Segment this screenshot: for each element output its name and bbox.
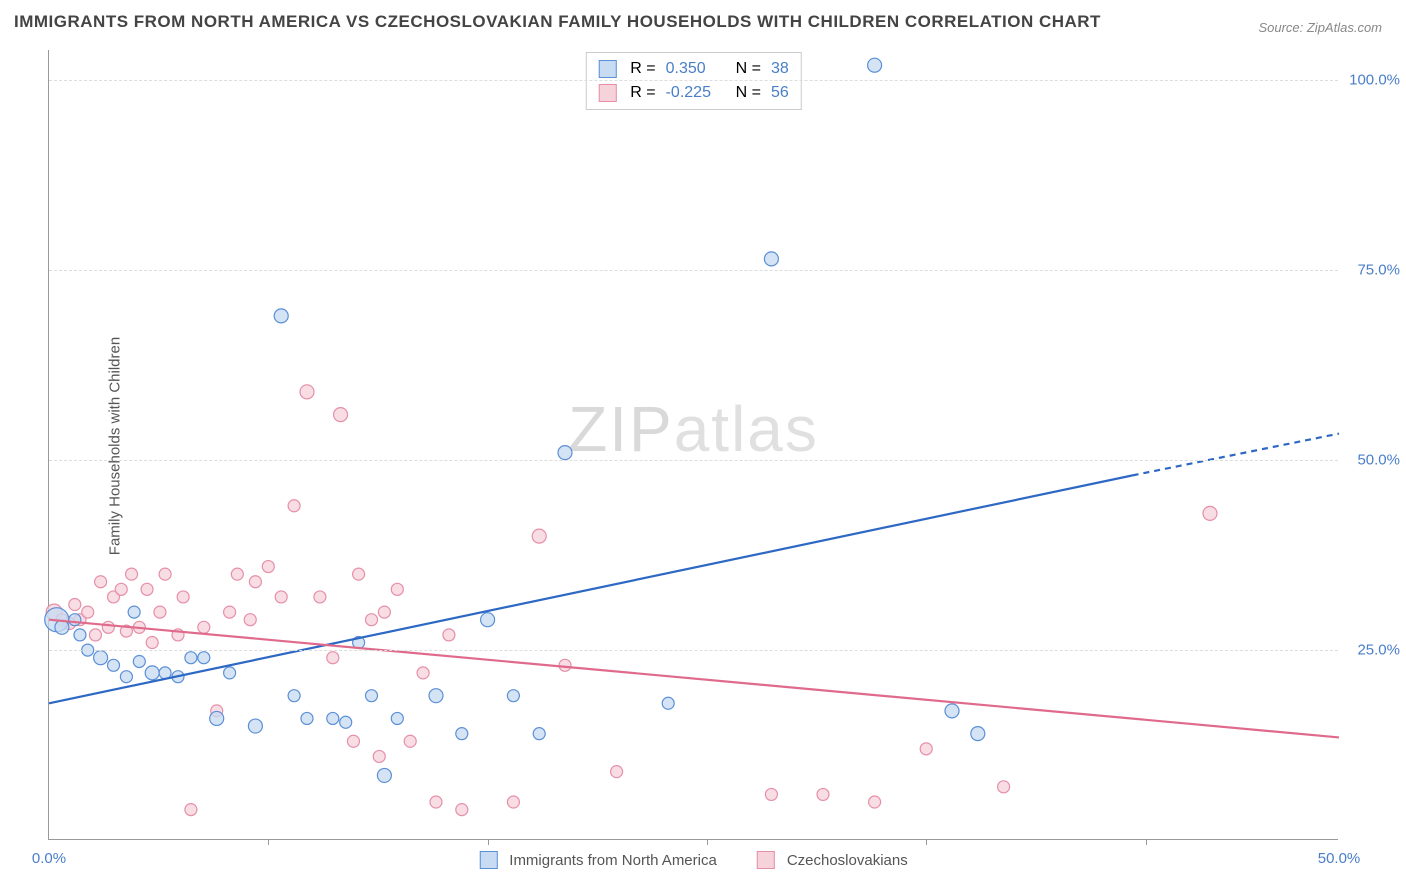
scatter-point-pink <box>417 667 429 679</box>
scatter-point-blue <box>533 728 545 740</box>
scatter-point-blue <box>662 697 674 709</box>
scatter-point-blue <box>558 446 572 460</box>
scatter-point-pink <box>244 614 256 626</box>
scatter-point-pink <box>146 637 158 649</box>
scatter-point-pink <box>353 568 365 580</box>
scatter-point-blue <box>945 704 959 718</box>
scatter-point-pink <box>249 576 261 588</box>
scatter-point-blue <box>224 667 236 679</box>
scatter-point-blue <box>185 652 197 664</box>
scatter-point-pink <box>765 788 777 800</box>
scatter-point-pink <box>159 568 171 580</box>
scatter-point-pink <box>378 606 390 618</box>
scatter-point-pink <box>559 659 571 671</box>
scatter-point-pink <box>1203 506 1217 520</box>
legend-item-pink: Czechoslovakians <box>757 851 908 869</box>
scatter-point-blue <box>327 712 339 724</box>
scatter-point-pink <box>430 796 442 808</box>
scatter-point-pink <box>611 766 623 778</box>
swatch-blue-bottom <box>479 851 497 869</box>
scatter-point-blue <box>108 659 120 671</box>
source-label: Source: ZipAtlas.com <box>1258 20 1382 35</box>
scatter-point-pink <box>69 599 81 611</box>
scatter-point-blue <box>74 629 86 641</box>
scatter-point-blue <box>971 727 985 741</box>
trend-line-blue-ext <box>1133 434 1339 476</box>
x-tick-label: 0.0% <box>32 850 66 867</box>
legend-bottom: Immigrants from North America Czechoslov… <box>479 851 907 869</box>
y-tick-label: 100.0% <box>1349 72 1400 89</box>
scatter-point-blue <box>429 689 443 703</box>
plot-area: ZIPatlas R = 0.350 N = 38 R = -0.225 N =… <box>48 50 1338 840</box>
scatter-point-blue <box>210 711 224 725</box>
scatter-point-pink <box>154 606 166 618</box>
scatter-point-blue <box>198 652 210 664</box>
scatter-point-pink <box>366 614 378 626</box>
scatter-point-blue <box>377 768 391 782</box>
scatter-point-pink <box>300 385 314 399</box>
plot-svg <box>49 50 1338 839</box>
scatter-point-pink <box>998 781 1010 793</box>
scatter-point-blue <box>507 690 519 702</box>
scatter-point-pink <box>275 591 287 603</box>
scatter-point-blue <box>340 716 352 728</box>
x-tick-label: 50.0% <box>1318 850 1361 867</box>
scatter-point-blue <box>145 666 159 680</box>
scatter-point-blue <box>248 719 262 733</box>
scatter-point-pink <box>334 408 348 422</box>
scatter-point-blue <box>764 252 778 266</box>
scatter-point-blue <box>391 712 403 724</box>
scatter-point-blue <box>288 690 300 702</box>
scatter-point-pink <box>115 583 127 595</box>
scatter-point-blue <box>133 655 145 667</box>
scatter-point-pink <box>507 796 519 808</box>
scatter-point-pink <box>126 568 138 580</box>
trend-line-pink <box>49 620 1339 738</box>
scatter-point-pink <box>314 591 326 603</box>
scatter-point-pink <box>231 568 243 580</box>
scatter-point-blue <box>366 690 378 702</box>
scatter-point-pink <box>185 804 197 816</box>
legend-item-blue: Immigrants from North America <box>479 851 717 869</box>
scatter-point-pink <box>95 576 107 588</box>
scatter-point-pink <box>288 500 300 512</box>
scatter-point-pink <box>141 583 153 595</box>
scatter-point-pink <box>82 606 94 618</box>
scatter-point-blue <box>868 58 882 72</box>
scatter-point-blue <box>456 728 468 740</box>
y-tick-label: 50.0% <box>1357 452 1400 469</box>
scatter-point-blue <box>94 651 108 665</box>
scatter-point-pink <box>391 583 403 595</box>
legend-label-blue: Immigrants from North America <box>509 852 717 869</box>
scatter-point-pink <box>456 804 468 816</box>
scatter-point-blue <box>301 712 313 724</box>
scatter-point-blue <box>120 671 132 683</box>
scatter-point-pink <box>404 735 416 747</box>
scatter-point-pink <box>532 529 546 543</box>
scatter-point-pink <box>869 796 881 808</box>
scatter-point-pink <box>89 629 101 641</box>
scatter-point-pink <box>817 788 829 800</box>
y-tick-label: 75.0% <box>1357 262 1400 279</box>
scatter-point-blue <box>481 613 495 627</box>
scatter-point-blue <box>128 606 140 618</box>
scatter-point-pink <box>102 621 114 633</box>
scatter-point-pink <box>327 652 339 664</box>
scatter-point-pink <box>443 629 455 641</box>
legend-label-pink: Czechoslovakians <box>787 852 908 869</box>
scatter-point-pink <box>224 606 236 618</box>
scatter-point-pink <box>177 591 189 603</box>
chart-title: IMMIGRANTS FROM NORTH AMERICA VS CZECHOS… <box>14 12 1101 32</box>
swatch-pink-bottom <box>757 851 775 869</box>
y-tick-label: 25.0% <box>1357 642 1400 659</box>
scatter-point-blue <box>69 614 81 626</box>
scatter-point-pink <box>198 621 210 633</box>
scatter-point-blue <box>274 309 288 323</box>
scatter-point-pink <box>920 743 932 755</box>
scatter-point-pink <box>262 561 274 573</box>
scatter-point-pink <box>373 750 385 762</box>
scatter-point-pink <box>347 735 359 747</box>
